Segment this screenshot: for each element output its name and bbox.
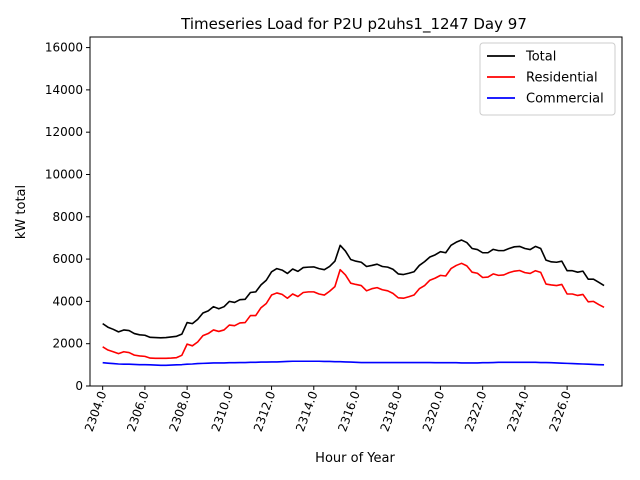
legend-label: Residential xyxy=(526,71,598,86)
series-layer xyxy=(102,239,605,367)
y-tick-label: 4000 xyxy=(52,294,83,308)
chart-title: Timeseries Load for P2U p2uhs1_1247 Day … xyxy=(180,15,527,34)
legend-entries: Total Residential Commercial xyxy=(487,50,604,107)
series-line-commercial xyxy=(102,360,605,367)
y-tick-label: 6000 xyxy=(52,252,83,266)
legend-label: Total xyxy=(525,50,556,65)
y-tick-label: 2000 xyxy=(52,337,83,351)
legend-label: Commercial xyxy=(526,92,604,107)
y-tick-label: 16000 xyxy=(45,41,83,55)
legend-box xyxy=(479,42,616,116)
y-tick-label: 10000 xyxy=(45,167,83,181)
series-line-residential xyxy=(102,262,605,360)
y-axis-ticks: 0 2000 4000 6000 8000 10000 12000 14000 16000 xyxy=(45,41,90,393)
series-line-total xyxy=(102,239,605,339)
y-tick-label: 8000 xyxy=(52,210,83,224)
y-tick-label: 0 xyxy=(75,379,83,393)
y-axis-label: kW total xyxy=(14,185,29,239)
plot-frame xyxy=(89,36,623,387)
y-tick-label: 12000 xyxy=(45,125,83,139)
legend: Total Residential Commercial xyxy=(479,42,616,116)
x-axis-label: Hour of Year xyxy=(315,451,395,466)
y-tick-label: 14000 xyxy=(45,83,83,97)
